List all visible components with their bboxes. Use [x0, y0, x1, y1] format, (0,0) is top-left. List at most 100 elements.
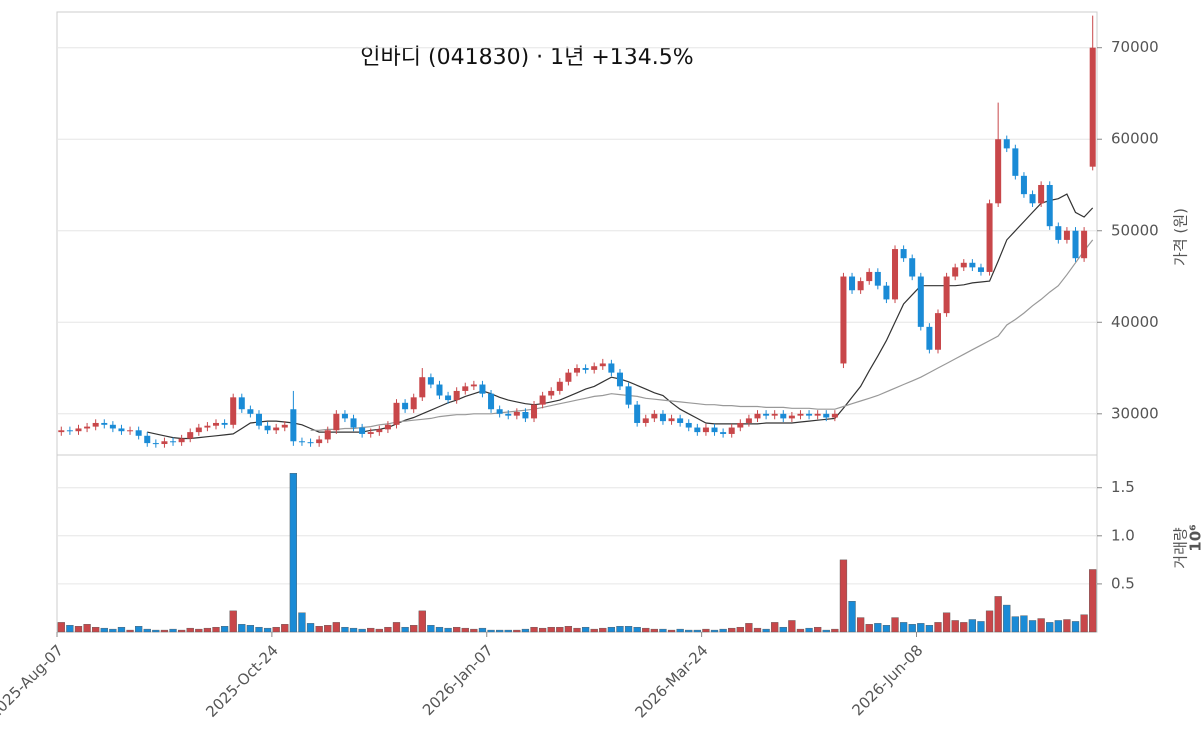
candle-body [659, 413, 666, 422]
candle-body [565, 372, 572, 382]
y-tick-label: 50000 [1111, 221, 1159, 239]
volume-bar [496, 629, 504, 633]
candle-body [960, 262, 967, 268]
volume-bar [650, 628, 658, 633]
candle-body [127, 430, 134, 432]
candle-body [548, 390, 555, 396]
volume-bar [272, 626, 280, 633]
volume-bar [977, 621, 985, 633]
volume-bar [135, 626, 143, 633]
volume-bar [263, 627, 272, 633]
volume-bar [642, 627, 650, 633]
candle-body [642, 418, 649, 423]
volume-bar [590, 628, 598, 633]
candle-body [161, 441, 168, 445]
volume-bar [659, 628, 667, 633]
candle-body [616, 372, 623, 387]
y-tick-label: 70000 [1111, 38, 1159, 56]
y-tick-label: 1.0 [1111, 526, 1135, 544]
volume-bar [736, 626, 744, 633]
volume-bar [220, 626, 229, 633]
volume-bar [504, 629, 512, 633]
candle-body [436, 384, 443, 396]
candle-body [531, 404, 538, 419]
volume-bar [453, 626, 461, 633]
candle-body [505, 413, 512, 416]
volume-bar [177, 629, 186, 633]
volume-bar [710, 629, 719, 633]
candle-body [943, 276, 950, 314]
volume-bar [822, 629, 830, 633]
candle-body [341, 413, 348, 419]
y-tick-label: 60000 [1111, 130, 1159, 148]
x-tick-label: 2025-Aug-07 [0, 641, 67, 722]
candle-body [745, 418, 752, 423]
volume-bar [831, 628, 839, 633]
volume-bar [487, 629, 495, 633]
candle-body [333, 413, 340, 431]
candle-body [307, 442, 314, 444]
volume-bar [1011, 616, 1019, 633]
volume-bar [762, 628, 770, 633]
candle-body [797, 413, 804, 416]
candle-body [788, 415, 795, 419]
candle-body [384, 424, 391, 430]
candle-body [556, 381, 563, 391]
candle-body [677, 418, 684, 423]
candle-body [1063, 230, 1070, 240]
candle-body [1003, 139, 1010, 149]
candle-body [445, 395, 452, 401]
candle-body [573, 368, 581, 373]
candle-body [1081, 230, 1088, 259]
candle-body [737, 422, 744, 428]
volume-bar [358, 628, 366, 633]
candle-body [152, 443, 159, 445]
x-tick-label: 2026-Jun-08 [848, 641, 926, 719]
candle-body [170, 441, 177, 443]
candle-body [135, 430, 142, 436]
volume-bar [796, 628, 805, 633]
axis-multiplier: 10⁶ [1187, 524, 1202, 551]
volume-bar [874, 623, 882, 633]
volume-bar [83, 624, 91, 633]
y-tick-label: 30000 [1111, 404, 1159, 422]
volume-bar [427, 625, 435, 633]
candle-body [1020, 175, 1027, 195]
volume-bar [779, 626, 787, 633]
volume-bar [203, 627, 212, 633]
volume-bar [289, 473, 298, 633]
volume-bar [556, 626, 564, 633]
y-axis-label: 거래량 [1172, 527, 1190, 569]
volume-bar [771, 622, 779, 633]
candle-body [1055, 226, 1062, 240]
volume-bar [814, 626, 822, 633]
candle-body [479, 384, 486, 394]
candle-body [75, 428, 82, 432]
volume-bar [547, 626, 555, 633]
volume-bar [521, 628, 530, 633]
candle-body [1029, 194, 1036, 204]
volume-bar [169, 628, 177, 633]
volume-bar [410, 625, 418, 633]
volume-bar [693, 629, 701, 633]
volume-bar [848, 601, 856, 633]
volume-bar [401, 626, 409, 633]
candle-body [702, 427, 709, 433]
candle-body [728, 427, 735, 434]
volume-bar [564, 626, 573, 633]
volume-bar [74, 626, 83, 633]
candle-body [874, 271, 881, 286]
candle-body [1038, 184, 1045, 204]
volume-bar [392, 622, 401, 633]
volume-bar [538, 627, 547, 633]
candle-body [496, 409, 503, 414]
volume-bar [126, 629, 134, 633]
candle-body [324, 430, 331, 440]
candle-body [204, 425, 211, 428]
volume-bar [324, 625, 332, 633]
volume-bar [728, 627, 736, 633]
candle-body [969, 262, 976, 268]
volume-bar [960, 622, 968, 633]
volume-bar [865, 624, 873, 633]
